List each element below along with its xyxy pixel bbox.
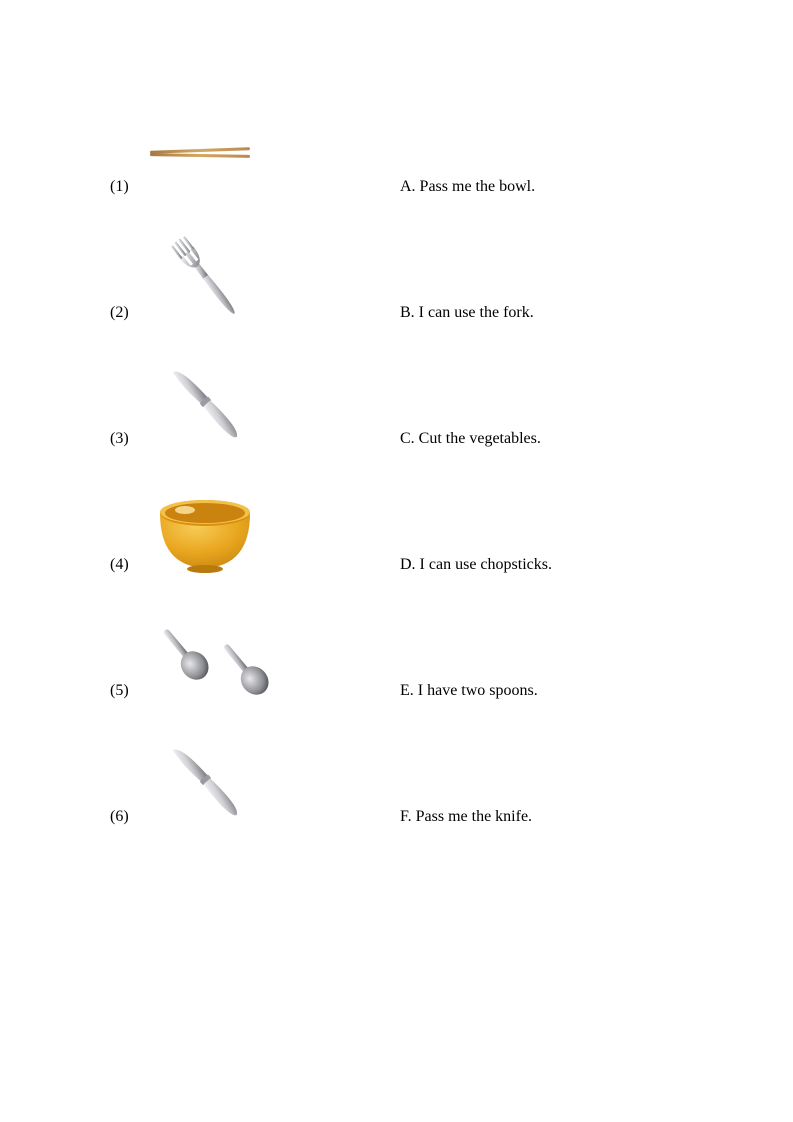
knife-icon [150, 357, 260, 452]
item-number-6: (6) [110, 808, 150, 830]
image-knife-1 [150, 342, 300, 452]
fork-icon [150, 226, 260, 326]
item-number-2: (2) [110, 304, 150, 326]
match-row-5: (5) [110, 578, 793, 704]
worksheet-page: (1) A. Pass me the bowl. (2) [0, 0, 793, 830]
answer-d: D. I can use chopsticks. [400, 556, 552, 578]
image-spoons [150, 594, 300, 704]
answer-f: F. Pass me the knife. [400, 808, 532, 830]
item-number-5: (5) [110, 682, 150, 704]
item-number-3: (3) [110, 430, 150, 452]
match-row-1: (1) A. Pass me the bowl. [110, 160, 793, 200]
knife-icon [150, 735, 260, 830]
spoon-icon-2 [205, 634, 285, 704]
answer-a: A. Pass me the bowl. [400, 178, 535, 200]
match-row-3: (3) [110, 326, 793, 452]
image-chopsticks-row [150, 100, 793, 160]
image-fork [150, 216, 300, 326]
image-knife-2 [150, 720, 300, 830]
answer-c: C. Cut the vegetables. [400, 430, 541, 452]
item-number-4: (4) [110, 556, 150, 578]
item-number-1: (1) [110, 178, 150, 200]
chopsticks-icon [150, 146, 250, 160]
match-row-2: (2) [110, 200, 793, 326]
answer-e: E. I have two spoons. [400, 682, 538, 704]
bowl-icon [150, 488, 260, 578]
image-bowl [150, 468, 300, 578]
image-chopsticks [150, 50, 300, 160]
match-row-4: (4) [110, 452, 793, 578]
match-row-6: (6) F. Pass me the knife. [110, 704, 793, 830]
answer-b: B. I can use the fork. [400, 304, 534, 326]
